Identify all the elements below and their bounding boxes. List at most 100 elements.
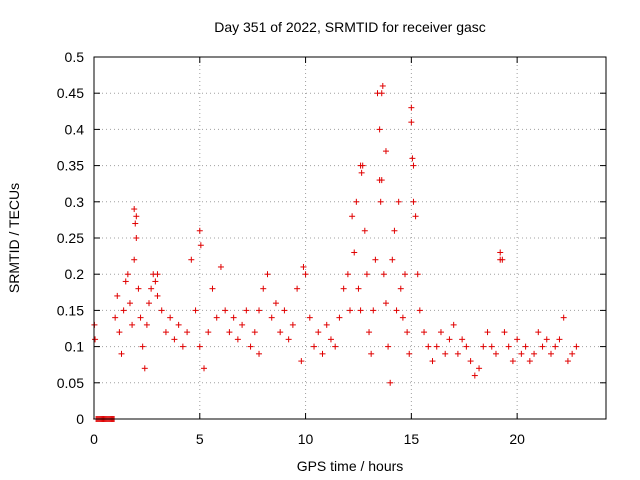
data-point	[175, 321, 182, 328]
data-point	[281, 307, 288, 314]
data-point	[139, 343, 146, 350]
data-point	[377, 198, 384, 205]
y-tick-label: 0.3	[65, 194, 85, 210]
data-point	[408, 119, 415, 126]
data-point	[416, 307, 423, 314]
y-axis-label: SRMTID / TECUs	[6, 183, 22, 293]
data-point	[92, 336, 99, 343]
data-point	[564, 358, 571, 365]
data-point	[406, 350, 413, 357]
data-point	[433, 343, 440, 350]
y-tick-label: 0.4	[65, 121, 85, 137]
data-point	[391, 227, 398, 234]
data-point	[421, 329, 428, 336]
data-point	[209, 285, 216, 292]
data-point	[201, 365, 208, 372]
data-point	[363, 271, 370, 278]
data-point	[133, 213, 140, 220]
data-point	[412, 213, 419, 220]
data-point	[366, 329, 373, 336]
data-point	[368, 350, 375, 357]
data-point	[336, 314, 343, 321]
data-point	[450, 321, 457, 328]
data-point	[552, 343, 559, 350]
x-axis-label: GPS time / hours	[297, 458, 404, 474]
data-point	[298, 358, 305, 365]
data-point	[141, 365, 148, 372]
x-tick-label: 20	[509, 431, 525, 447]
data-point	[192, 307, 199, 314]
y-tick-label: 0.15	[57, 302, 84, 318]
data-point	[535, 329, 542, 336]
data-point	[323, 321, 330, 328]
data-point	[484, 329, 491, 336]
data-point	[404, 329, 411, 336]
data-point	[154, 292, 161, 299]
data-point	[294, 285, 301, 292]
data-point	[137, 314, 144, 321]
data-point	[118, 350, 125, 357]
data-point	[302, 271, 309, 278]
data-point	[197, 242, 204, 249]
data-point	[442, 350, 449, 357]
data-point	[251, 329, 258, 336]
data-point	[380, 271, 387, 278]
data-point	[247, 343, 254, 350]
data-point	[414, 271, 421, 278]
data-point	[539, 343, 546, 350]
x-tick-label: 5	[196, 431, 204, 447]
data-point	[505, 343, 512, 350]
data-point	[459, 336, 466, 343]
data-point	[143, 321, 150, 328]
data-point	[389, 256, 396, 263]
data-point	[217, 263, 224, 270]
data-point	[410, 198, 417, 205]
data-point	[306, 314, 313, 321]
data-point	[289, 321, 296, 328]
data-point	[344, 271, 351, 278]
data-point	[560, 314, 567, 321]
x-tick-label: 10	[298, 431, 314, 447]
data-point	[158, 307, 165, 314]
data-point	[514, 336, 521, 343]
data-point	[167, 314, 174, 321]
data-point	[357, 162, 364, 169]
data-point	[349, 213, 356, 220]
data-point	[358, 169, 365, 176]
data-point	[131, 206, 138, 213]
data-point	[467, 358, 474, 365]
data-point	[355, 285, 362, 292]
x-tick-label: 15	[404, 431, 420, 447]
data-point	[410, 162, 417, 169]
data-point	[152, 278, 159, 285]
data-point	[146, 300, 153, 307]
data-point	[132, 220, 139, 227]
data-point	[234, 336, 241, 343]
data-point	[454, 350, 461, 357]
data-point	[573, 343, 580, 350]
data-point	[196, 343, 203, 350]
data-point	[463, 343, 470, 350]
data-point	[509, 358, 516, 365]
data-point	[347, 307, 353, 314]
data-point	[226, 329, 233, 336]
y-tick-label: 0.35	[57, 158, 84, 174]
y-tick-label: 0.5	[65, 49, 85, 65]
data-point	[154, 271, 161, 278]
data-point	[569, 350, 576, 357]
data-point	[361, 227, 368, 234]
data-point	[357, 307, 364, 314]
data-point	[501, 329, 508, 336]
data-point	[480, 343, 487, 350]
data-point	[372, 256, 379, 263]
data-point	[300, 263, 307, 270]
data-point	[256, 350, 263, 357]
data-point	[379, 82, 386, 89]
data-point	[205, 329, 212, 336]
chart-title: Day 351 of 2022, SRMTID for receiver gas…	[214, 19, 486, 35]
data-point	[518, 350, 525, 357]
data-point	[399, 314, 406, 321]
y-tick-label: 0.45	[57, 85, 84, 101]
data-point	[393, 307, 400, 314]
